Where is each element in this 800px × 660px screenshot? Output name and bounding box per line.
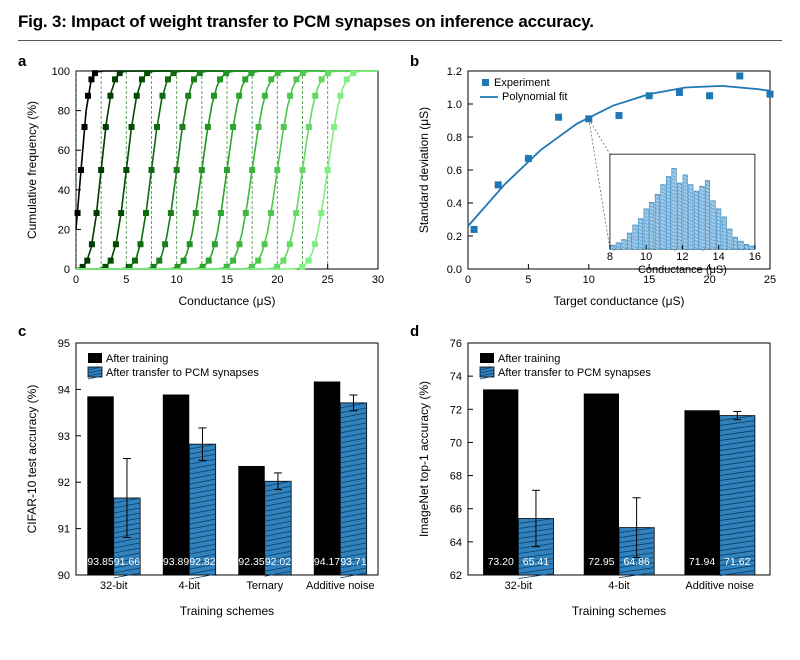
svg-text:After training: After training — [106, 353, 168, 365]
svg-text:94: 94 — [58, 384, 70, 396]
panel-b: b 05101520250.00.20.40.60.81.01.2Target … — [410, 53, 782, 313]
panel-a-label: a — [18, 53, 26, 70]
figure-title: Fig. 3: Impact of weight transfer to PCM… — [18, 12, 782, 41]
svg-text:After transfer to PCM synapses: After transfer to PCM synapses — [106, 367, 259, 379]
svg-text:ImageNet top-1 accuracy (%): ImageNet top-1 accuracy (%) — [417, 381, 431, 537]
svg-text:0.2: 0.2 — [447, 231, 462, 243]
svg-text:20: 20 — [271, 274, 283, 286]
panel-c: c 90 91 92 93 94 95 Training schemes CIFAR-10 t… — [18, 323, 390, 623]
svg-text:76: 76 — [450, 338, 462, 350]
svg-text:8: 8 — [607, 251, 613, 263]
svg-text:91.66: 91.66 — [114, 556, 140, 568]
svg-text:90: 90 — [58, 570, 70, 582]
svg-text:Standard deviation (μS): Standard deviation (μS) — [417, 107, 431, 233]
svg-text:92.82: 92.82 — [189, 556, 215, 568]
svg-text:30: 30 — [372, 274, 384, 286]
svg-text:68: 68 — [450, 471, 462, 483]
panel-d: d 62 64 66 68 70 72 74 76 Training schemes ImageN… — [410, 323, 782, 623]
svg-text:CIFAR-10 test accuracy (%): CIFAR-10 test accuracy (%) — [25, 385, 39, 534]
svg-text:Additive noise: Additive noise — [685, 580, 754, 592]
svg-text:Training schemes: Training schemes — [572, 604, 666, 618]
svg-text:100: 100 — [52, 66, 70, 78]
panel-b-label: b — [410, 53, 419, 70]
svg-text:93: 93 — [58, 431, 70, 443]
svg-text:Target conductance (μS): Target conductance (μS) — [554, 294, 685, 308]
svg-text:71.62: 71.62 — [724, 556, 750, 568]
svg-text:0.6: 0.6 — [447, 165, 462, 177]
svg-text:64: 64 — [450, 537, 462, 549]
svg-text:Ternary: Ternary — [246, 580, 283, 592]
svg-text:After transfer to PCM synapses: After transfer to PCM synapses — [498, 367, 651, 379]
svg-text:0: 0 — [465, 274, 471, 286]
chart-b-svg: 05101520250.00.20.40.60.81.01.2Target co… — [410, 53, 780, 313]
svg-text:74: 74 — [450, 371, 462, 383]
svg-text:Training schemes: Training schemes — [180, 604, 274, 618]
svg-text:25: 25 — [322, 274, 334, 286]
svg-text:60: 60 — [58, 145, 70, 157]
svg-text:62: 62 — [450, 570, 462, 582]
svg-text:92.35: 92.35 — [238, 556, 264, 568]
svg-text:71.94: 71.94 — [689, 556, 715, 568]
panel-c-label: c — [18, 323, 26, 340]
svg-text:92: 92 — [58, 477, 70, 489]
svg-text:32-bit: 32-bit — [100, 580, 128, 592]
svg-text:73.20: 73.20 — [488, 556, 514, 568]
svg-text:32-bit: 32-bit — [505, 580, 533, 592]
svg-text:Experiment: Experiment — [494, 77, 550, 89]
svg-text:Conductance (μS): Conductance (μS) — [638, 264, 727, 276]
chart-c-svg: 90 91 92 93 94 95 Training schemes CIFAR-10 tes… — [18, 323, 388, 623]
svg-text:5: 5 — [525, 274, 531, 286]
svg-text:0.0: 0.0 — [447, 264, 462, 276]
svg-text:10: 10 — [640, 251, 652, 263]
svg-text:1.0: 1.0 — [447, 99, 462, 111]
chart-a-svg: 0 5 10 15 20 25 30 0 20 40 60 80 100 Conductance (μS)… — [18, 53, 388, 313]
svg-text:80: 80 — [58, 106, 70, 118]
svg-text:0: 0 — [64, 264, 70, 276]
svg-text:93.85: 93.85 — [87, 556, 113, 568]
svg-text:25: 25 — [764, 274, 776, 286]
svg-text:Polynomial fit: Polynomial fit — [502, 91, 567, 103]
svg-text:20: 20 — [58, 224, 70, 236]
svg-text:10: 10 — [583, 274, 595, 286]
svg-text:4-bit: 4-bit — [179, 580, 200, 592]
svg-text:66: 66 — [450, 504, 462, 516]
svg-text:93.89: 93.89 — [163, 556, 189, 568]
svg-text:92.02: 92.02 — [265, 556, 291, 568]
svg-text:1.2: 1.2 — [447, 66, 462, 78]
svg-text:Cumulative frequency (%): Cumulative frequency (%) — [25, 101, 39, 239]
svg-text:15: 15 — [221, 274, 233, 286]
panel-d-label: d — [410, 323, 419, 340]
svg-text:72.95: 72.95 — [588, 556, 614, 568]
svg-text:12: 12 — [676, 251, 688, 263]
svg-text:95: 95 — [58, 338, 70, 350]
svg-text:5: 5 — [123, 274, 129, 286]
svg-text:72: 72 — [450, 404, 462, 416]
svg-text:16: 16 — [749, 251, 761, 263]
chart-d-svg: 62 64 66 68 70 72 74 76 Training schemes ImageNet… — [410, 323, 780, 623]
svg-text:14: 14 — [713, 251, 725, 263]
svg-text:4-bit: 4-bit — [608, 580, 629, 592]
figure-grid: a 051015202530020406080100Conductance (μ… — [18, 53, 782, 623]
svg-text:91: 91 — [58, 524, 70, 536]
svg-text:10: 10 — [171, 274, 183, 286]
svg-text:0: 0 — [73, 274, 79, 286]
svg-text:70: 70 — [450, 437, 462, 449]
svg-text:Additive noise: Additive noise — [306, 580, 375, 592]
svg-text:0.8: 0.8 — [447, 132, 462, 144]
svg-text:93.71: 93.71 — [340, 556, 366, 568]
svg-text:0.4: 0.4 — [447, 198, 462, 210]
svg-text:94.17: 94.17 — [314, 556, 340, 568]
svg-text:40: 40 — [58, 185, 70, 197]
svg-text:After training: After training — [498, 353, 560, 365]
svg-text:65.41: 65.41 — [523, 556, 549, 568]
panel-a: a 0 5 10 15 20 25 30 0 20 40 60 80 100 Conductance (μ… — [18, 53, 390, 313]
svg-text:Conductance (μS): Conductance (μS) — [179, 294, 276, 308]
